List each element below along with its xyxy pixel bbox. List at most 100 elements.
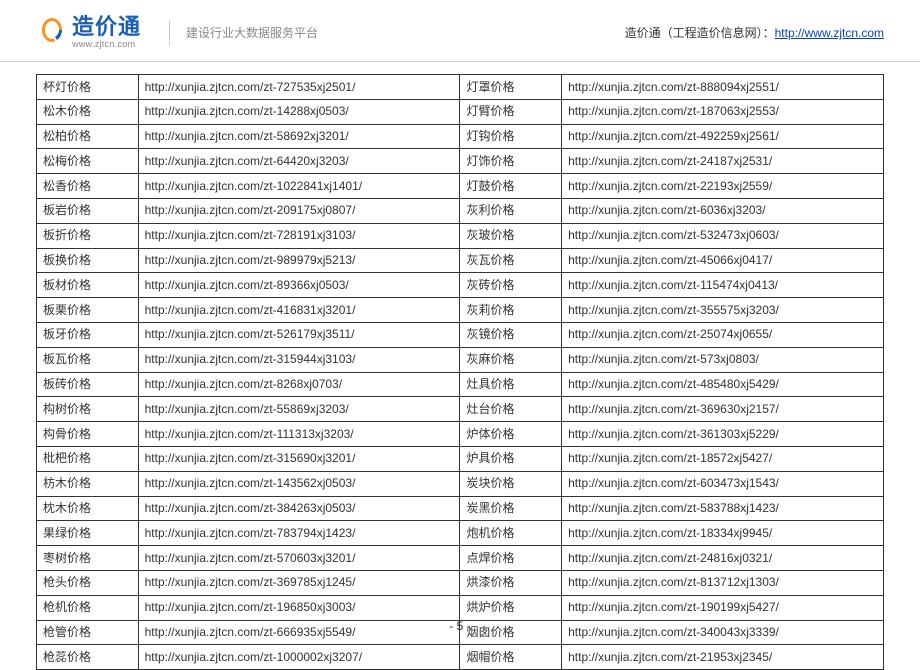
price-url-cell: http://xunjia.zjtcn.com/zt-532473xj0603/ (562, 223, 884, 248)
price-url-cell: http://xunjia.zjtcn.com/zt-111313xj3203/ (138, 422, 460, 447)
table-row: 板牙价格http://xunjia.zjtcn.com/zt-526179xj3… (37, 322, 884, 347)
price-url-cell: http://xunjia.zjtcn.com/zt-369630xj2157/ (562, 397, 884, 422)
price-name-cell: 板材价格 (37, 273, 139, 298)
price-table: 杯灯价格http://xunjia.zjtcn.com/zt-727535xj2… (36, 74, 884, 670)
price-url-cell: http://xunjia.zjtcn.com/zt-416831xj3201/ (138, 298, 460, 323)
price-name-cell: 板栗价格 (37, 298, 139, 323)
header-left: 造价通 ☁ www.zjtcn.com 建设行业大数据服务平台 (36, 14, 318, 51)
price-url-cell: http://xunjia.zjtcn.com/zt-22193xj2559/ (562, 174, 884, 199)
header-link[interactable]: http://www.zjtcn.com (775, 26, 884, 40)
price-url-cell: http://xunjia.zjtcn.com/zt-45066xj0417/ (562, 248, 884, 273)
price-name-cell: 构骨价格 (37, 422, 139, 447)
table-row: 枪机价格http://xunjia.zjtcn.com/zt-196850xj3… (37, 595, 884, 620)
price-url-cell: http://xunjia.zjtcn.com/zt-18334xj9945/ (562, 521, 884, 546)
price-name-cell: 板牙价格 (37, 322, 139, 347)
header-right: 造价通（工程造价信息网）：http://www.zjtcn.com (625, 24, 884, 41)
price-url-cell: http://xunjia.zjtcn.com/zt-18572xj5427/ (562, 446, 884, 471)
price-name-cell: 枪机价格 (37, 595, 139, 620)
price-url-cell: http://xunjia.zjtcn.com/zt-14288xj0503/ (138, 99, 460, 124)
price-url-cell: http://xunjia.zjtcn.com/zt-989979xj5213/ (138, 248, 460, 273)
price-url-cell: http://xunjia.zjtcn.com/zt-573xj0803/ (562, 347, 884, 372)
price-url-cell: http://xunjia.zjtcn.com/zt-115474xj0413/ (562, 273, 884, 298)
price-url-cell: http://xunjia.zjtcn.com/zt-64420xj3203/ (138, 149, 460, 174)
price-name-cell: 烘炉价格 (460, 595, 562, 620)
price-name-cell: 松梅价格 (37, 149, 139, 174)
price-name-cell: 烟帽价格 (460, 645, 562, 670)
price-name-cell: 灰砖价格 (460, 273, 562, 298)
price-url-cell: http://xunjia.zjtcn.com/zt-492259xj2561/ (562, 124, 884, 149)
header-right-text: 造价通（工程造价信息网）： (625, 26, 775, 40)
price-name-cell: 点焊价格 (460, 546, 562, 571)
price-url-cell: http://xunjia.zjtcn.com/zt-187063xj2553/ (562, 99, 884, 124)
price-name-cell: 炮机价格 (460, 521, 562, 546)
price-url-cell: http://xunjia.zjtcn.com/zt-485480xj5429/ (562, 372, 884, 397)
price-name-cell: 灰麻价格 (460, 347, 562, 372)
page-number: - 5 - (0, 619, 920, 633)
price-name-cell: 灶台价格 (460, 397, 562, 422)
price-url-cell: http://xunjia.zjtcn.com/zt-1022841xj1401… (138, 174, 460, 199)
table-row: 枪蕊价格http://xunjia.zjtcn.com/zt-1000002xj… (37, 645, 884, 670)
price-name-cell: 炭块价格 (460, 471, 562, 496)
price-name-cell: 灰镜价格 (460, 322, 562, 347)
price-url-cell: http://xunjia.zjtcn.com/zt-526179xj3511/ (138, 322, 460, 347)
price-url-cell: http://xunjia.zjtcn.com/zt-355575xj3203/ (562, 298, 884, 323)
price-name-cell: 果绿价格 (37, 521, 139, 546)
table-row: 板折价格http://xunjia.zjtcn.com/zt-728191xj3… (37, 223, 884, 248)
price-url-cell: http://xunjia.zjtcn.com/zt-728191xj3103/ (138, 223, 460, 248)
table-row: 板瓦价格http://xunjia.zjtcn.com/zt-315944xj3… (37, 347, 884, 372)
price-name-cell: 构树价格 (37, 397, 139, 422)
price-url-cell: http://xunjia.zjtcn.com/zt-21953xj2345/ (562, 645, 884, 670)
price-url-cell: http://xunjia.zjtcn.com/zt-196850xj3003/ (138, 595, 460, 620)
table-row: 枋木价格http://xunjia.zjtcn.com/zt-143562xj0… (37, 471, 884, 496)
price-name-cell: 板换价格 (37, 248, 139, 273)
price-name-cell: 杯灯价格 (37, 75, 139, 100)
table-row: 松木价格http://xunjia.zjtcn.com/zt-14288xj05… (37, 99, 884, 124)
price-name-cell: 枪蕊价格 (37, 645, 139, 670)
table-row: 松香价格http://xunjia.zjtcn.com/zt-1022841xj… (37, 174, 884, 199)
price-name-cell: 灯钩价格 (460, 124, 562, 149)
page-header: 造价通 ☁ www.zjtcn.com 建设行业大数据服务平台 造价通（工程造价… (0, 0, 920, 62)
price-name-cell: 枕木价格 (37, 496, 139, 521)
table-row: 枣树价格http://xunjia.zjtcn.com/zt-570603xj3… (37, 546, 884, 571)
price-url-cell: http://xunjia.zjtcn.com/zt-603473xj1543/ (562, 471, 884, 496)
price-url-cell: http://xunjia.zjtcn.com/zt-727535xj2501/ (138, 75, 460, 100)
logo: 造价通 ☁ www.zjtcn.com (36, 14, 141, 51)
price-url-cell: http://xunjia.zjtcn.com/zt-315690xj3201/ (138, 446, 460, 471)
logo-slogan: 建设行业大数据服务平台 (186, 24, 318, 41)
logo-divider (169, 20, 170, 46)
price-url-cell: http://xunjia.zjtcn.com/zt-783794xj1423/ (138, 521, 460, 546)
price-url-cell: http://xunjia.zjtcn.com/zt-190199xj5427/ (562, 595, 884, 620)
price-name-cell: 枣树价格 (37, 546, 139, 571)
table-row: 松柏价格http://xunjia.zjtcn.com/zt-58692xj32… (37, 124, 884, 149)
table-row: 松梅价格http://xunjia.zjtcn.com/zt-64420xj32… (37, 149, 884, 174)
price-name-cell: 灰利价格 (460, 198, 562, 223)
price-url-cell: http://xunjia.zjtcn.com/zt-888094xj2551/ (562, 75, 884, 100)
price-url-cell: http://xunjia.zjtcn.com/zt-361303xj5229/ (562, 422, 884, 447)
price-name-cell: 板砖价格 (37, 372, 139, 397)
price-name-cell: 灯饰价格 (460, 149, 562, 174)
price-url-cell: http://xunjia.zjtcn.com/zt-55869xj3203/ (138, 397, 460, 422)
price-name-cell: 灰玻价格 (460, 223, 562, 248)
price-url-cell: http://xunjia.zjtcn.com/zt-6036xj3203/ (562, 198, 884, 223)
table-row: 枕木价格http://xunjia.zjtcn.com/zt-384263xj0… (37, 496, 884, 521)
price-name-cell: 灶具价格 (460, 372, 562, 397)
price-name-cell: 松木价格 (37, 99, 139, 124)
price-url-cell: http://xunjia.zjtcn.com/zt-209175xj0807/ (138, 198, 460, 223)
price-name-cell: 松香价格 (37, 174, 139, 199)
table-row: 果绿价格http://xunjia.zjtcn.com/zt-783794xj1… (37, 521, 884, 546)
price-name-cell: 灰莉价格 (460, 298, 562, 323)
price-url-cell: http://xunjia.zjtcn.com/zt-384263xj0503/ (138, 496, 460, 521)
price-name-cell: 灯罩价格 (460, 75, 562, 100)
price-url-cell: http://xunjia.zjtcn.com/zt-813712xj1303/ (562, 570, 884, 595)
table-row: 板材价格http://xunjia.zjtcn.com/zt-89366xj05… (37, 273, 884, 298)
table-wrap: 杯灯价格http://xunjia.zjtcn.com/zt-727535xj2… (0, 62, 920, 670)
table-row: 枪头价格http://xunjia.zjtcn.com/zt-369785xj1… (37, 570, 884, 595)
price-name-cell: 炉具价格 (460, 446, 562, 471)
price-name-cell: 炭黑价格 (460, 496, 562, 521)
price-name-cell: 松柏价格 (37, 124, 139, 149)
price-url-cell: http://xunjia.zjtcn.com/zt-24816xj0321/ (562, 546, 884, 571)
table-row: 板换价格http://xunjia.zjtcn.com/zt-989979xj5… (37, 248, 884, 273)
price-name-cell: 枇杷价格 (37, 446, 139, 471)
table-row: 构骨价格http://xunjia.zjtcn.com/zt-111313xj3… (37, 422, 884, 447)
table-row: 板栗价格http://xunjia.zjtcn.com/zt-416831xj3… (37, 298, 884, 323)
